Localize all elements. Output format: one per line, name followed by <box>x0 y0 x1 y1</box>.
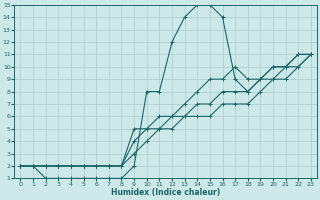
X-axis label: Humidex (Indice chaleur): Humidex (Indice chaleur) <box>111 188 220 197</box>
